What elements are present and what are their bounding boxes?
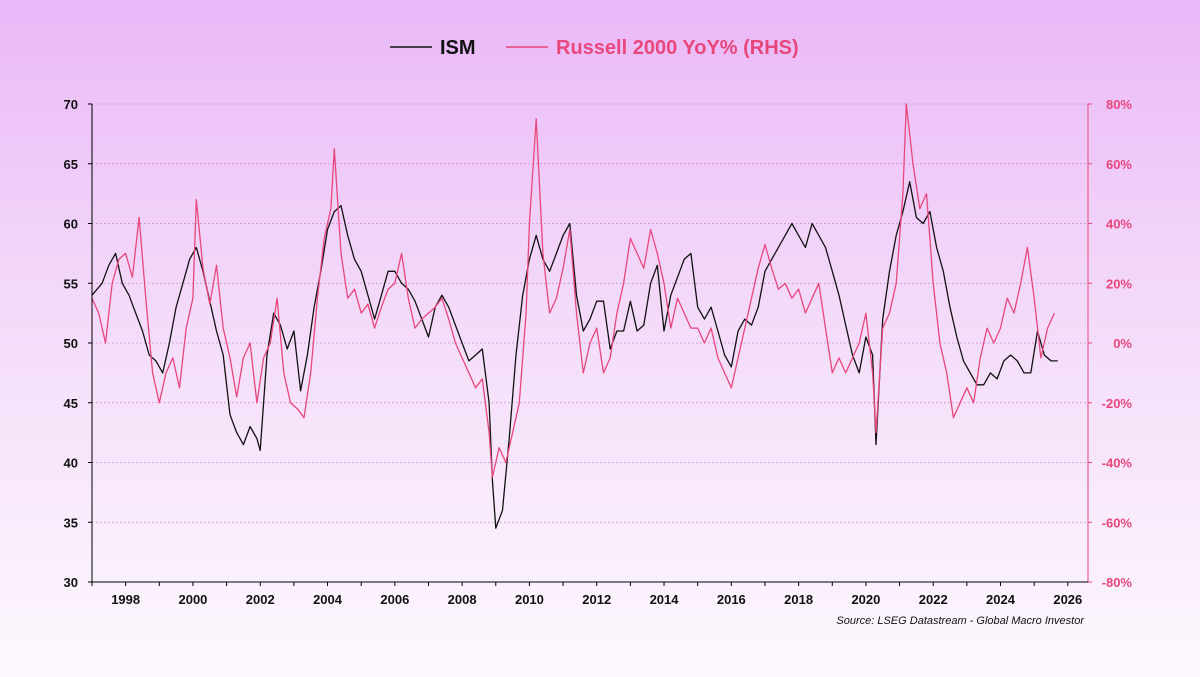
legend: ISM Russell 2000 YoY% (RHS) xyxy=(390,37,799,59)
right-tick-label: -60% xyxy=(1102,515,1133,530)
x-tick-label: 2024 xyxy=(986,592,1016,607)
x-tick-label: 1998 xyxy=(111,592,140,607)
left-tick-label: 40 xyxy=(64,456,78,471)
x-tick-label: 2004 xyxy=(313,592,343,607)
source-note: Source: LSEG Datastream - Global Macro I… xyxy=(836,615,1085,627)
left-tick-label: 65 xyxy=(64,157,78,172)
x-tick-label: 2002 xyxy=(246,592,275,607)
x-tick-label: 2006 xyxy=(380,592,409,607)
x-tick-label: 2026 xyxy=(1053,592,1082,607)
left-tick-label: 60 xyxy=(64,217,78,232)
legend-russell-label: Russell 2000 YoY% (RHS) xyxy=(556,37,799,59)
right-tick-label: 20% xyxy=(1106,276,1132,291)
left-tick-label: 70 xyxy=(64,97,78,112)
x-tick-label: 2000 xyxy=(178,592,207,607)
x-tick-label: 2020 xyxy=(851,592,880,607)
left-tick-label: 50 xyxy=(64,336,78,351)
russell-line xyxy=(91,103,1055,479)
x-tick-label: 2022 xyxy=(919,592,948,607)
right-tick-label: 80% xyxy=(1106,97,1132,112)
x-tick-label: 2014 xyxy=(650,592,680,607)
right-tick-label: 60% xyxy=(1106,157,1132,172)
legend-ism-label: ISM xyxy=(440,37,476,59)
left-tick-label: 45 xyxy=(64,396,78,411)
axes: 30 35 40 45 50 55 60 65 70 -80% -60% -40% -20% 0% 20% 4… xyxy=(64,97,1133,607)
right-tick-label: 40% xyxy=(1106,217,1132,232)
x-tick-label: 2012 xyxy=(582,592,611,607)
x-tick-label: 2008 xyxy=(448,592,477,607)
right-tick-label: -80% xyxy=(1102,575,1133,590)
right-tick-label: -20% xyxy=(1102,396,1133,411)
x-tick-label: 2018 xyxy=(784,592,813,607)
gridlines xyxy=(92,103,1088,523)
left-tick-label: 35 xyxy=(64,515,78,530)
ism-line xyxy=(91,181,1058,529)
left-tick-label: 55 xyxy=(64,276,78,291)
right-tick-label: 0% xyxy=(1113,336,1132,351)
right-tick-label: -40% xyxy=(1102,456,1133,471)
x-tick-label: 2010 xyxy=(515,592,544,607)
series-lines xyxy=(91,103,1058,529)
x-tick-label: 2016 xyxy=(717,592,746,607)
left-tick-label: 30 xyxy=(64,575,78,590)
